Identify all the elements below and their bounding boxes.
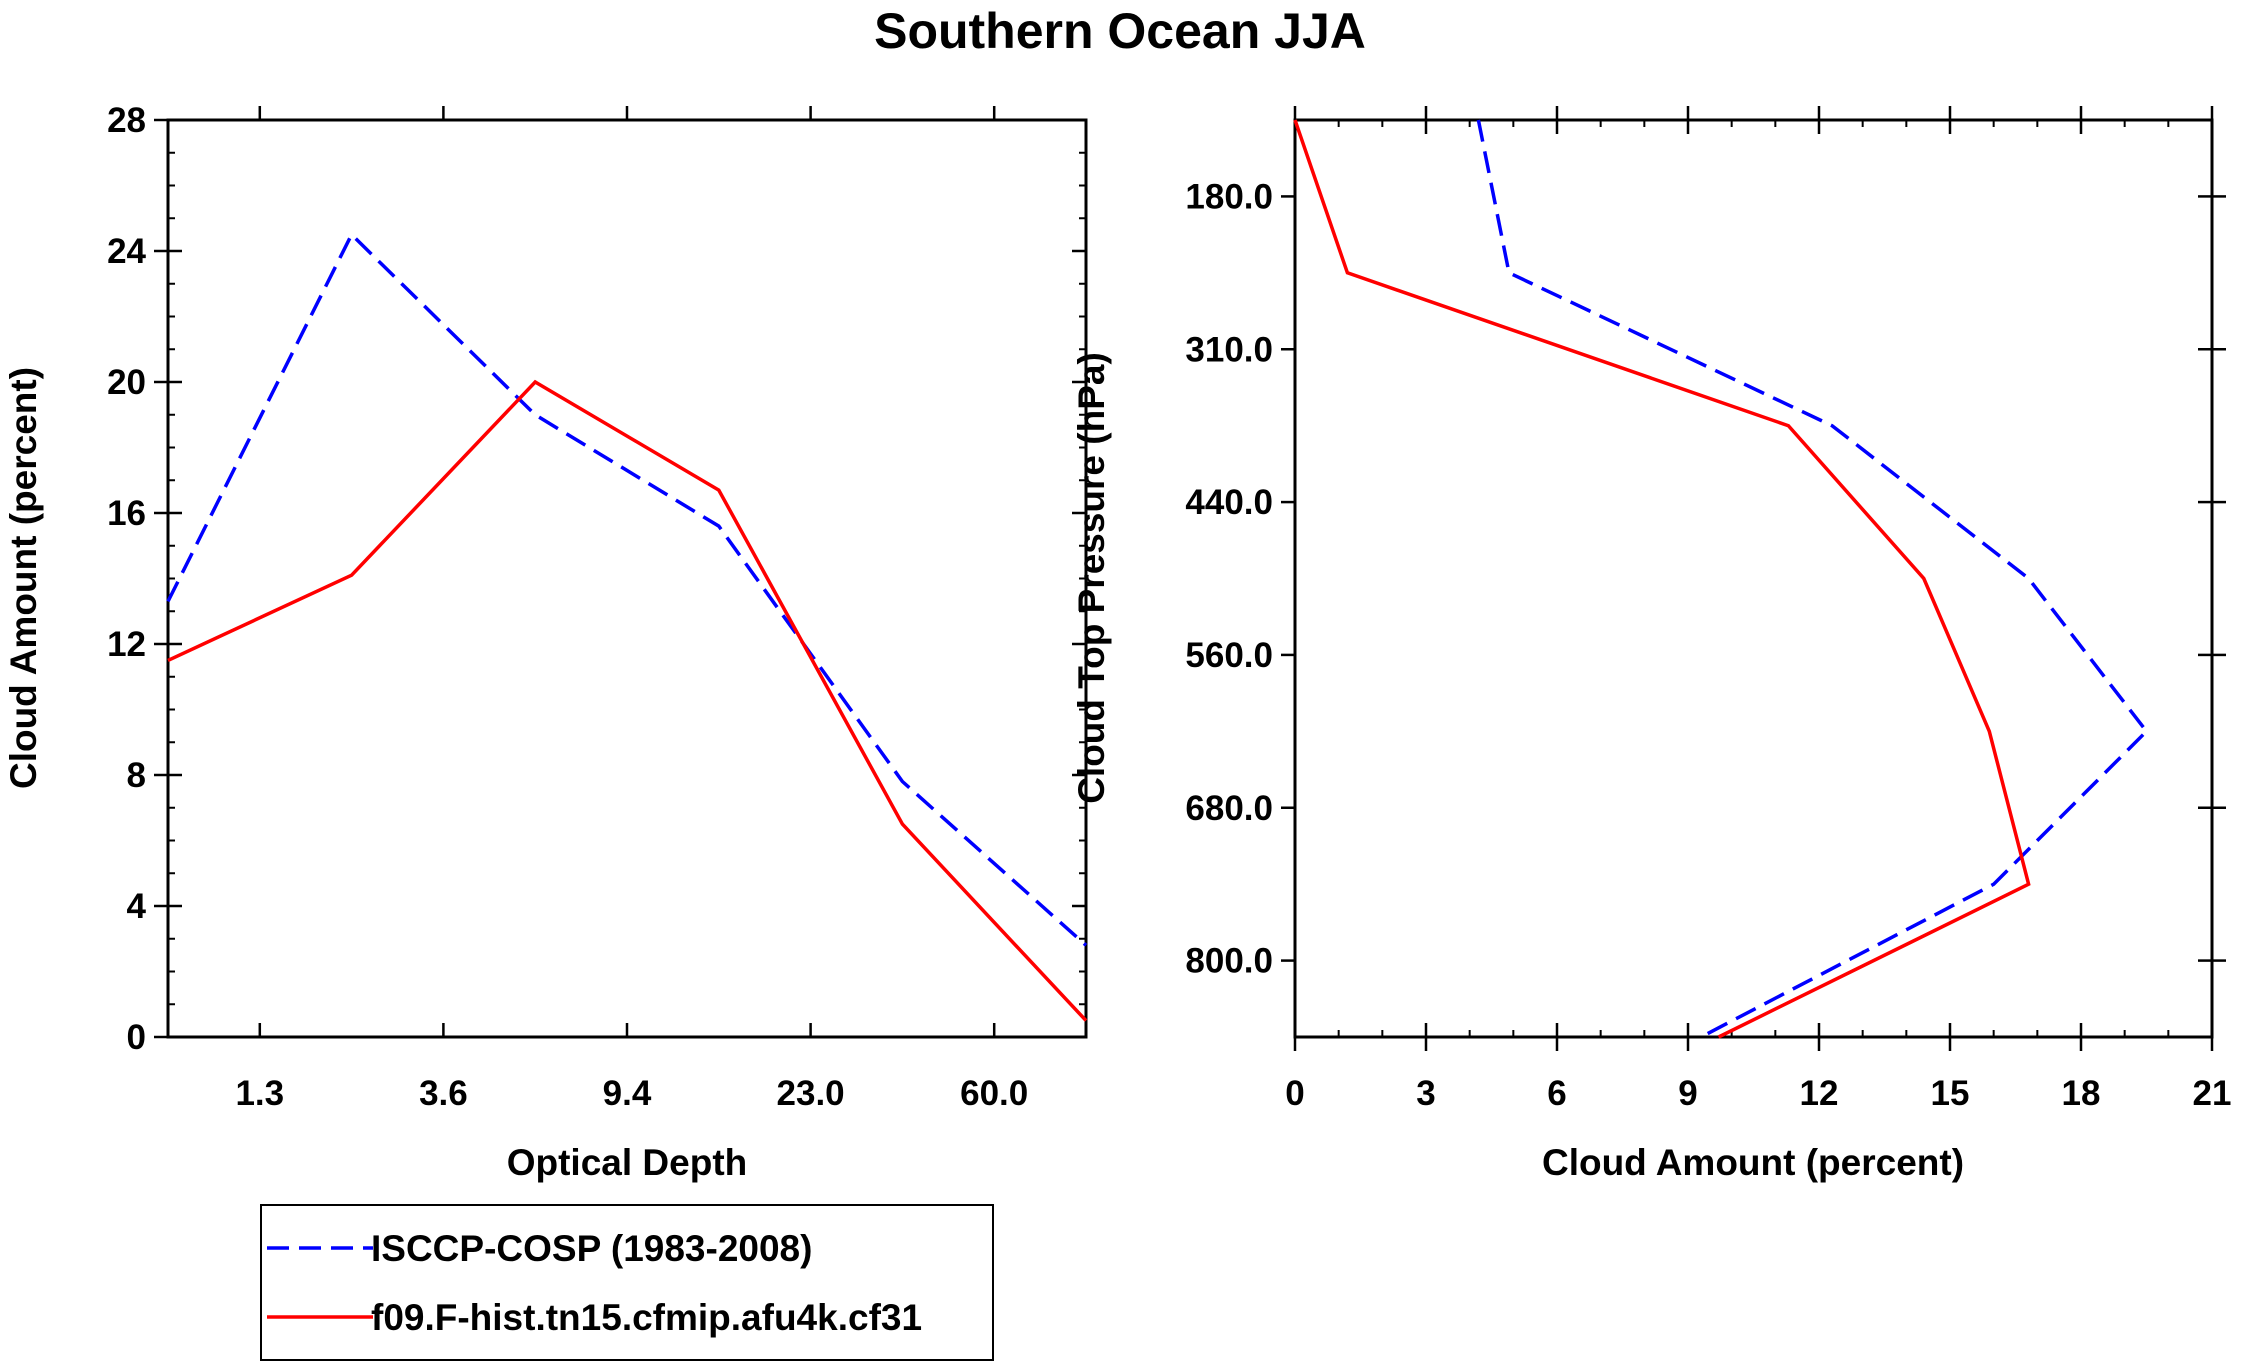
optical-depth-panel: 0 4 8 12 16 20 24 28 1.3 3.6 9.4 23.0 60.0 Optical D… — [3, 101, 1088, 1183]
right-x-tick-label: 0 — [1285, 1074, 1304, 1113]
right-x-tick-label: 21 — [2193, 1074, 2232, 1113]
left-y-tick-label: 8 — [127, 756, 146, 795]
left-x-tick-label: 3.6 — [419, 1074, 468, 1113]
left-y-tick-label: 0 — [127, 1018, 146, 1057]
left-y-tick-label: 20 — [107, 363, 146, 402]
right-x-tick-label: 3 — [1416, 1074, 1435, 1113]
legend-label-isccp: ISCCP-COSP (1983-2008) — [371, 1228, 812, 1269]
right-plot-frame — [1293, 118, 2214, 1039]
right-x-tick-label: 12 — [1800, 1074, 1839, 1113]
right-y-tick-label: 440.0 — [1185, 483, 1273, 522]
left-series-line-0 — [166, 231, 1088, 947]
right-x-tick-label: 9 — [1678, 1074, 1697, 1113]
left-series-line-1 — [167, 379, 1088, 1022]
left-x-tick-label: 1.3 — [235, 1074, 284, 1113]
left-y-tick-label: 24 — [107, 232, 146, 271]
right-y-tick-label: 800.0 — [1185, 942, 1273, 981]
left-y-tick-label: 16 — [107, 494, 146, 533]
left-y-axis-label: Cloud Amount (percent) — [3, 367, 44, 789]
right-x-tick-label: 18 — [2062, 1074, 2101, 1113]
right-y-tick-label: 680.0 — [1185, 789, 1273, 828]
right-x-tick-label: 6 — [1547, 1074, 1566, 1113]
right-y-tick-label: 180.0 — [1185, 177, 1273, 216]
right-y-tick-label: 560.0 — [1185, 636, 1273, 675]
left-x-tick-label: 60.0 — [960, 1074, 1028, 1113]
left-y-tick-label: 28 — [107, 101, 146, 140]
left-y-tick-label: 4 — [127, 887, 147, 926]
legend: ISCCP-COSP (1983-2008) f09.F-hist.tn15.c… — [260, 1204, 994, 1361]
right-y-tick-label: 310.0 — [1185, 330, 1273, 369]
legend-box — [260, 1204, 994, 1361]
left-plot-frame — [166, 118, 1088, 1039]
cloud-top-pressure-panel: 0 3 6 9 12 15 18 21 180.0 310.0 440.0 560.0 680.0 800… — [1071, 106, 2231, 1183]
left-x-tick-label: 23.0 — [777, 1074, 845, 1113]
chart-title: Southern Ocean JJA — [874, 3, 1366, 59]
right-x-axis-label: Cloud Amount (percent) — [1542, 1142, 1964, 1183]
left-x-tick-label: 9.4 — [603, 1074, 652, 1113]
right-x-tick-label: 15 — [1931, 1074, 1970, 1113]
right-series-line-0 — [1476, 119, 2149, 1039]
right-series-line-1 — [1293, 119, 2031, 1039]
right-y-axis-label: Cloud Top Pressure (hPa) — [1071, 352, 1112, 804]
legend-label-model: f09.F-hist.tn15.cfmip.afu4k.cf31 — [371, 1297, 922, 1338]
left-x-axis-label: Optical Depth — [507, 1142, 748, 1183]
left-y-tick-label: 12 — [107, 625, 146, 664]
